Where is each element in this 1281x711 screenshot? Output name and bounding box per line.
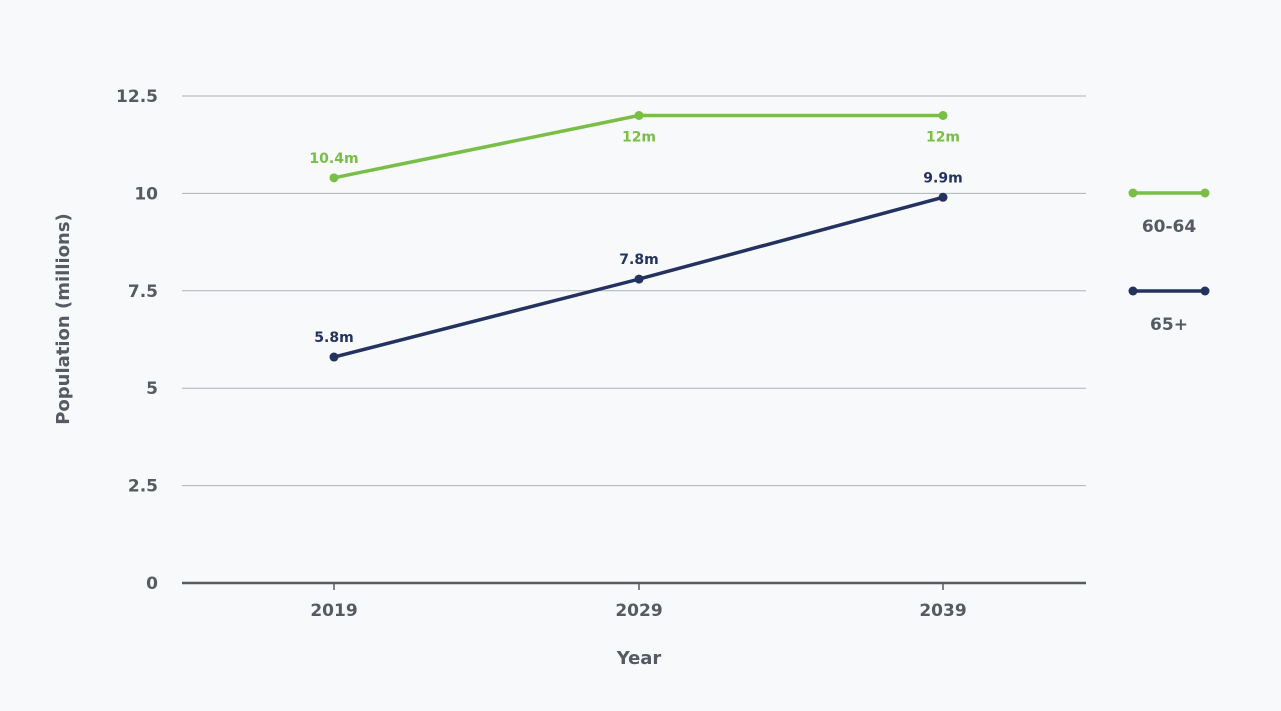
x-tick-label: 2019 xyxy=(310,601,357,621)
legend: 60-64 65+ xyxy=(1128,188,1210,335)
legend-label: 60-64 xyxy=(1142,217,1197,237)
y-tick-label: 5 xyxy=(146,379,158,399)
series-65+: 5.8m 7.8m 9.9m xyxy=(314,170,963,362)
x-tick-label: 2039 xyxy=(919,601,966,621)
legend-marker xyxy=(1200,188,1210,198)
legend-item-65+: 65+ xyxy=(1128,286,1210,335)
y-tick-label: 0 xyxy=(146,574,158,594)
data-point xyxy=(634,110,644,120)
data-point xyxy=(938,192,948,202)
y-tick-label: 2.5 xyxy=(128,477,158,497)
data-label: 5.8m xyxy=(314,330,353,346)
data-label: 10.4m xyxy=(309,151,358,167)
legend-marker xyxy=(1200,286,1210,296)
data-label: 12m xyxy=(926,129,960,145)
gridlines xyxy=(182,95,1086,487)
y-tick-label: 7.5 xyxy=(128,282,158,302)
x-axis-title: Year xyxy=(616,648,662,669)
data-point xyxy=(329,352,339,362)
legend-item-60-64: 60-64 xyxy=(1128,188,1210,237)
data-label: 7.8m xyxy=(619,252,658,268)
y-tick-label: 12.5 xyxy=(116,87,158,107)
legend-marker xyxy=(1128,188,1138,198)
x-axis: 2019 2029 2039 xyxy=(182,581,1086,621)
y-axis-title: Population (millions) xyxy=(53,213,74,425)
data-label: 12m xyxy=(622,129,656,145)
data-label: 9.9m xyxy=(923,170,962,186)
data-point xyxy=(634,274,644,284)
data-point xyxy=(329,173,339,183)
series-60-64: 10.4m 12m 12m xyxy=(309,110,960,183)
series-line xyxy=(333,113,943,180)
data-point xyxy=(938,110,948,120)
legend-label: 65+ xyxy=(1150,315,1188,335)
y-axis: 0 2.5 5 7.5 10 12.5 xyxy=(116,87,158,594)
y-tick-label: 10 xyxy=(134,184,158,204)
series-layer: 10.4m 12m 12m 5.8m 7.8m 9.9m xyxy=(309,110,963,362)
x-tick-label: 2029 xyxy=(615,601,662,621)
legend-marker xyxy=(1128,286,1138,296)
